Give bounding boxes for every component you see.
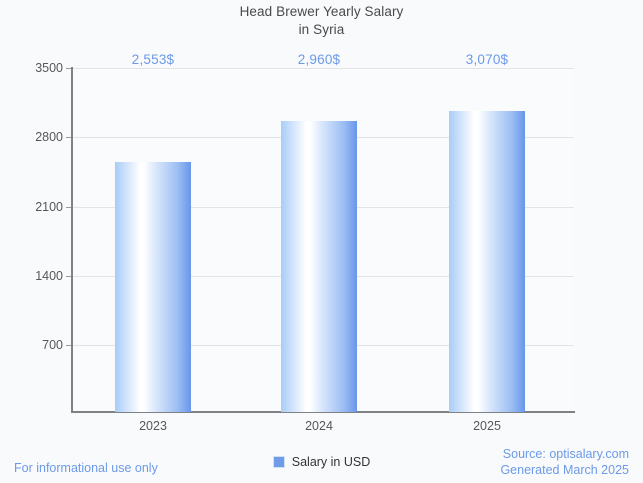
bar-value-2024: 2,960$ — [297, 52, 341, 67]
ytick-mark-3500 — [66, 68, 72, 69]
bar-2023[interactable] — [115, 161, 191, 412]
disclaimer-text: For informational use only — [14, 461, 158, 475]
source-block: Source: optisalary.com Generated March 2… — [500, 446, 629, 478]
source-text: Source: optisalary.com — [502, 447, 629, 461]
ytick-label-700: 700 — [42, 338, 63, 352]
generated-text: Generated March 2025 — [500, 463, 629, 477]
ytick-label-2100: 2100 — [35, 200, 63, 214]
ytick-mark-2100 — [66, 207, 72, 208]
ytick-mark-700 — [66, 345, 72, 346]
bar-2025[interactable] — [449, 110, 525, 412]
bar-value-2025: 3,070$ — [465, 52, 509, 67]
ytick-label-2800: 2800 — [35, 130, 63, 144]
ytick-mark-1400 — [66, 276, 72, 277]
gridline-3500 — [72, 68, 574, 69]
ytick-label-3500: 3500 — [35, 61, 63, 75]
legend-label-salary-in-usd: Salary in USD — [291, 455, 371, 469]
chart-title-line1: Head Brewer Yearly Salary — [239, 4, 404, 19]
xtick-label-2025: 2025 — [473, 419, 501, 433]
ytick-label-1400: 1400 — [35, 269, 63, 283]
chart-title: Head Brewer Yearly Salary in Syria — [0, 3, 643, 39]
legend-swatch-salary-in-usd — [272, 456, 285, 468]
ytick-mark-2800 — [66, 137, 72, 138]
bar-2024[interactable] — [281, 121, 357, 412]
y-axis-line — [71, 67, 73, 413]
xtick-label-2024: 2024 — [305, 419, 333, 433]
bar-value-2023: 2,553$ — [131, 52, 175, 67]
chart-subtitle: in Syria — [298, 22, 345, 37]
xtick-label-2023: 2023 — [139, 419, 167, 433]
